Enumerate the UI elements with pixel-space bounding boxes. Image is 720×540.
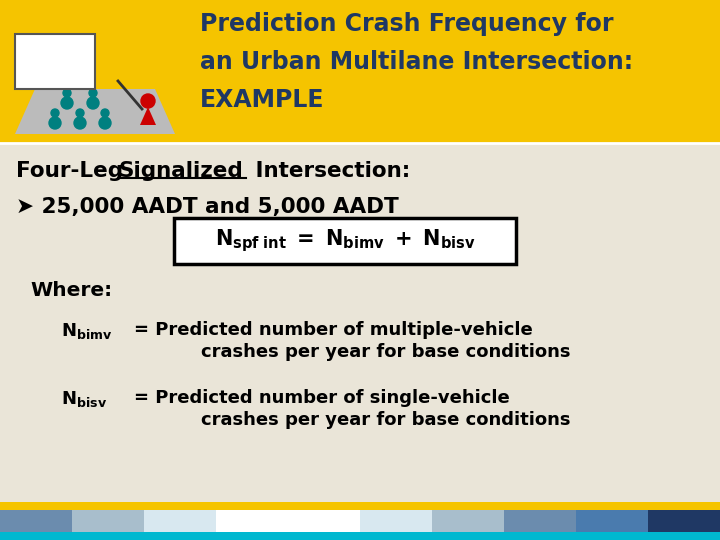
Circle shape bbox=[99, 117, 111, 129]
Bar bbox=[0, 143, 720, 502]
Bar bbox=[288, 510, 360, 532]
Bar bbox=[504, 510, 576, 532]
Text: Intersection:: Intersection: bbox=[248, 161, 410, 181]
Text: = Predicted number of single-vehicle: = Predicted number of single-vehicle bbox=[134, 389, 510, 407]
Bar bbox=[0, 0, 720, 143]
FancyBboxPatch shape bbox=[174, 218, 516, 264]
Text: Signalized: Signalized bbox=[118, 161, 243, 181]
Text: Prediction Crash Frequency for: Prediction Crash Frequency for bbox=[200, 12, 613, 36]
Circle shape bbox=[89, 89, 97, 97]
Bar bbox=[648, 510, 720, 532]
Bar bbox=[15, 34, 95, 89]
Bar bbox=[576, 510, 648, 532]
Circle shape bbox=[51, 109, 59, 117]
Bar bbox=[216, 510, 288, 532]
Text: $\mathbf{N_{bimv}}$: $\mathbf{N_{bimv}}$ bbox=[61, 321, 113, 341]
Bar bbox=[0, 532, 720, 540]
Bar bbox=[432, 510, 504, 532]
Bar bbox=[72, 510, 144, 532]
Circle shape bbox=[101, 109, 109, 117]
Text: crashes per year for base conditions: crashes per year for base conditions bbox=[201, 343, 570, 361]
Text: an Urban Multilane Intersection:: an Urban Multilane Intersection: bbox=[200, 50, 633, 74]
Text: Four-Leg: Four-Leg bbox=[16, 161, 130, 181]
Polygon shape bbox=[15, 89, 175, 134]
Text: EXAMPLE: EXAMPLE bbox=[200, 88, 325, 112]
Polygon shape bbox=[140, 107, 156, 125]
Bar bbox=[360, 510, 432, 532]
Bar bbox=[0, 510, 72, 532]
Circle shape bbox=[141, 94, 155, 108]
Bar bbox=[0, 502, 720, 510]
Circle shape bbox=[74, 117, 86, 129]
Circle shape bbox=[76, 109, 84, 117]
Text: $\mathbf{N_{bisv}}$: $\mathbf{N_{bisv}}$ bbox=[61, 389, 107, 409]
Text: $\mathbf{N}$$\mathbf{_{spf\ int}}$$\mathbf{\ =\ N_{bimv}\ +\ N_{bisv}}$: $\mathbf{N}$$\mathbf{_{spf\ int}}$$\math… bbox=[215, 227, 475, 254]
Text: = Predicted number of multiple-vehicle: = Predicted number of multiple-vehicle bbox=[134, 321, 533, 339]
Circle shape bbox=[63, 89, 71, 97]
Bar bbox=[144, 510, 216, 532]
Text: ➤ 25,000 AADT and 5,000 AADT: ➤ 25,000 AADT and 5,000 AADT bbox=[16, 197, 399, 217]
Circle shape bbox=[87, 97, 99, 109]
Circle shape bbox=[61, 97, 73, 109]
Circle shape bbox=[49, 117, 61, 129]
Text: crashes per year for base conditions: crashes per year for base conditions bbox=[201, 411, 570, 429]
Text: Where:: Where: bbox=[30, 281, 112, 300]
